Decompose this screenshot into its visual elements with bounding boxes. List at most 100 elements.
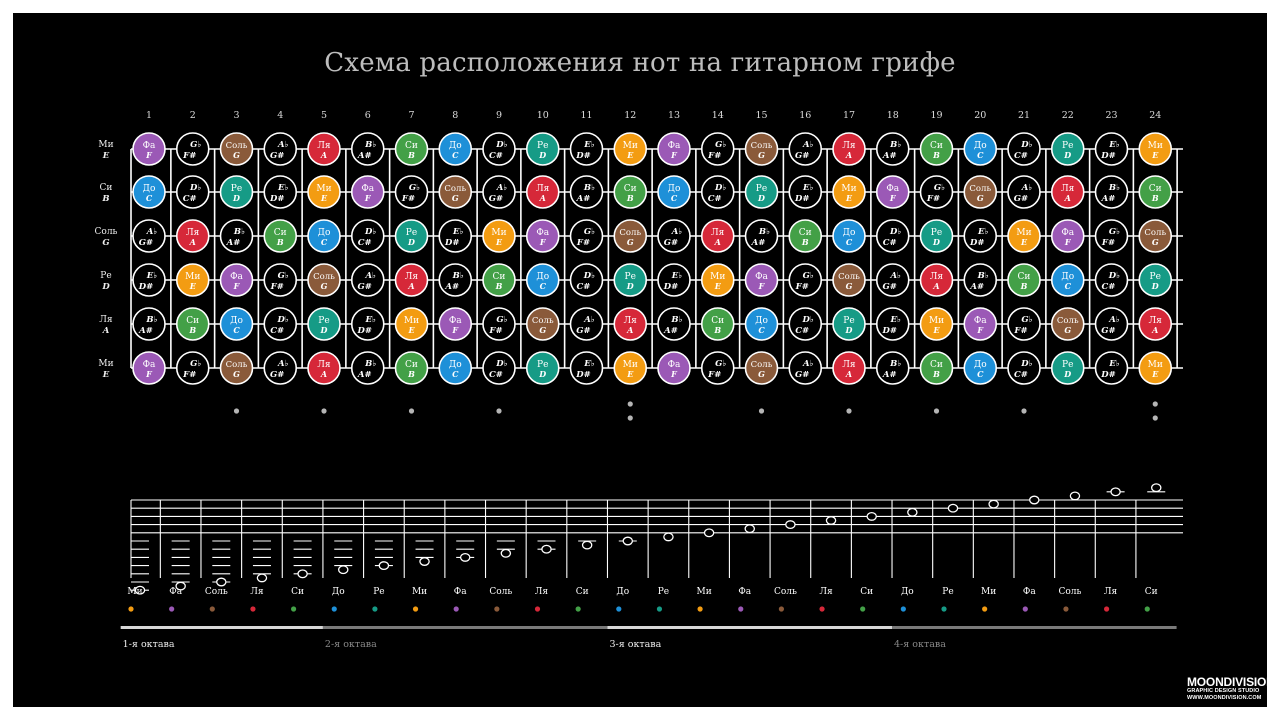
note-sharp: A# (882, 151, 897, 161)
fret-note: D♭C# (1007, 351, 1041, 385)
note-circle (219, 351, 254, 385)
note-flat: B♭ (977, 271, 989, 281)
note-circle (438, 351, 473, 385)
staff-note-label: До (332, 587, 345, 597)
note-circle (613, 263, 648, 297)
note-circle (394, 132, 429, 166)
note-head (419, 557, 430, 566)
note-circle (263, 263, 298, 297)
note-flat: G♭ (584, 227, 595, 237)
note-name-en: E (626, 369, 634, 379)
note-sharp: A# (226, 238, 241, 248)
note-circle (1050, 219, 1085, 253)
note-circle (350, 132, 385, 166)
fret-number: 14 (712, 110, 724, 121)
note-head (459, 552, 471, 562)
fret-note: G♭F# (919, 175, 954, 209)
note-name-en: C (977, 150, 984, 160)
fret-note: ЛяA (613, 307, 648, 341)
note-circle (788, 132, 823, 166)
note-circle (219, 263, 254, 297)
note-flat: G♭ (409, 183, 420, 193)
staff-note-color-dot (860, 606, 866, 612)
note-flat: A♭ (364, 271, 376, 281)
note-circle (350, 175, 385, 209)
note-name-ru: Ля (186, 228, 200, 238)
note-circle (788, 175, 823, 209)
note-name-en: C (233, 325, 240, 335)
note-circle (700, 351, 735, 385)
note-name-ru: Соль (619, 228, 641, 238)
note-circle (307, 175, 341, 209)
note-name-en: B (932, 150, 940, 160)
note-circle (482, 219, 516, 253)
fret-note: A♭G# (263, 351, 298, 385)
note-circle (613, 351, 648, 385)
fretboard-notes: ФаFG♭F#СольGA♭G#ЛяAB♭A#СиBДоCD♭C#РеDE♭D#… (132, 132, 1173, 385)
staff-note: Ми (981, 499, 999, 612)
note-circle (525, 351, 560, 385)
note-head (785, 520, 796, 530)
note-flat: A♭ (802, 140, 814, 150)
note-name-en: F (670, 369, 678, 379)
fret-note: МиE (832, 175, 866, 209)
note-sharp: D# (269, 194, 285, 204)
staff-note: Ми (696, 528, 715, 612)
staff-note: Ля (819, 516, 837, 612)
note-flat: B♭ (889, 359, 901, 369)
note-name-ru: Си (624, 184, 637, 194)
string-label-en: G (102, 238, 109, 248)
note-circle (613, 175, 648, 209)
logo-url: WWW.MOONDIVISION.COM (1187, 694, 1262, 701)
note-sharp: F# (270, 282, 284, 292)
fret-note: A♭G# (875, 263, 910, 297)
note-circle (744, 132, 779, 166)
note-circle (350, 219, 385, 253)
fret-note: E♭D# (350, 307, 385, 341)
note-name-en: G (539, 325, 546, 335)
staff-note-color-dot (250, 606, 256, 612)
note-name-en: D (1063, 150, 1071, 160)
note-sharp: D# (1100, 370, 1116, 380)
note-sharp: A# (751, 238, 766, 248)
note-circle (438, 219, 473, 253)
staff-note-label: Си (860, 587, 873, 597)
note-head (581, 540, 593, 550)
note-sharp: F# (795, 282, 809, 292)
fret-note: ЛяA (525, 175, 560, 209)
note-circle (613, 219, 648, 253)
fret-note: G♭F# (263, 263, 298, 297)
octave-label: 1-я октава (123, 639, 175, 650)
note-name-en: A (1064, 193, 1071, 203)
fret-note: МиE (1007, 219, 1041, 253)
fret-numbers: 1 2 3 4 5 6 7 8 9 10 11 12 13 14 15 16 17 18 19 20 21 22 23 24 (146, 110, 1161, 121)
fret-note: G♭F# (482, 307, 516, 341)
fret-note: РеD (525, 132, 560, 166)
note-flat: B♭ (452, 271, 464, 281)
note-name-ru: Соль (226, 141, 248, 151)
note-name-en: E (626, 150, 634, 160)
fret-note: E♭D# (569, 351, 604, 385)
note-sharp: A# (444, 282, 459, 292)
note-circle (788, 351, 823, 385)
note-circle (875, 132, 910, 166)
note-name-ru: До (974, 141, 987, 151)
note-circle (263, 219, 298, 253)
fret-note: B♭A# (875, 132, 910, 166)
staff-note: Соль (489, 540, 515, 612)
note-name-en: B (713, 325, 721, 335)
note-name-ru: Ре (231, 184, 242, 194)
note-name-ru: Си (405, 141, 418, 151)
note-circle (657, 132, 691, 166)
note-circle (1050, 132, 1085, 166)
note-circle (788, 307, 823, 341)
note-head (500, 548, 512, 558)
note-name-en: E (845, 193, 853, 203)
note-name-ru: Си (930, 360, 943, 370)
staff-note-color-dot (128, 606, 134, 612)
note-flat: E♭ (146, 271, 158, 281)
note-circle (1007, 219, 1041, 253)
note-name-en: A (845, 150, 852, 160)
